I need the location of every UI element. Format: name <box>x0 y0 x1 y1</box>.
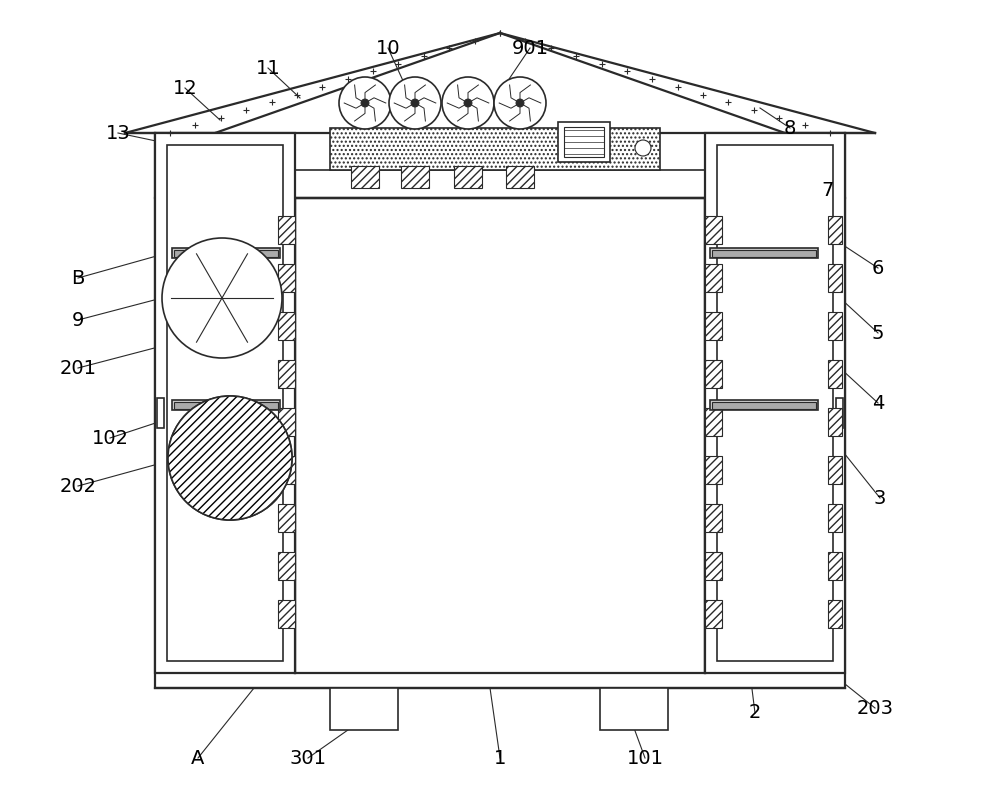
Bar <box>712 250 816 257</box>
Bar <box>828 216 842 244</box>
Bar <box>295 198 705 673</box>
Bar <box>705 600 722 628</box>
Bar <box>600 688 668 730</box>
Text: 7: 7 <box>822 180 834 199</box>
Circle shape <box>361 99 369 107</box>
Bar <box>828 600 842 628</box>
Text: 4: 4 <box>872 393 884 412</box>
Text: 13: 13 <box>106 124 130 143</box>
Bar <box>717 145 833 661</box>
Bar <box>172 248 280 258</box>
Bar <box>828 408 842 436</box>
Circle shape <box>516 99 524 107</box>
Text: B: B <box>71 269 85 288</box>
Bar <box>710 400 818 410</box>
Bar <box>705 360 722 388</box>
Bar <box>828 312 842 340</box>
Circle shape <box>168 396 292 520</box>
Text: 12: 12 <box>173 79 197 98</box>
Circle shape <box>494 77 546 129</box>
Bar <box>167 145 283 661</box>
Bar <box>330 128 660 170</box>
Bar <box>157 398 164 428</box>
Bar <box>278 360 295 388</box>
Bar <box>278 312 295 340</box>
Text: 6: 6 <box>872 258 884 277</box>
Bar <box>705 133 845 673</box>
Bar <box>168 396 292 520</box>
Bar <box>506 166 534 188</box>
Bar <box>828 264 842 292</box>
Text: 301: 301 <box>290 749 326 768</box>
Bar <box>278 456 295 484</box>
Text: 2: 2 <box>749 704 761 723</box>
Bar <box>558 122 610 162</box>
Bar <box>278 408 295 436</box>
Bar <box>705 216 722 244</box>
Bar <box>705 552 722 580</box>
Bar <box>278 552 295 580</box>
Text: 1: 1 <box>494 749 506 768</box>
Bar <box>828 552 842 580</box>
Bar <box>828 504 842 532</box>
Text: 201: 201 <box>60 359 96 377</box>
Text: 101: 101 <box>626 749 664 768</box>
Bar <box>710 248 818 258</box>
Bar <box>828 360 842 388</box>
Text: 3: 3 <box>874 489 886 507</box>
Bar <box>351 166 379 188</box>
Text: 8: 8 <box>784 118 796 137</box>
Bar <box>564 127 604 157</box>
Text: A: A <box>191 749 205 768</box>
Bar <box>278 504 295 532</box>
Text: 901: 901 <box>512 39 548 58</box>
Bar <box>155 133 845 688</box>
Bar <box>705 312 722 340</box>
Text: 102: 102 <box>92 429 128 448</box>
Bar <box>712 402 816 409</box>
Bar <box>705 408 722 436</box>
Bar <box>705 456 722 484</box>
Bar <box>278 264 295 292</box>
Circle shape <box>411 99 419 107</box>
Bar <box>174 250 278 257</box>
Text: 10: 10 <box>376 39 400 58</box>
Circle shape <box>339 77 391 129</box>
Bar <box>828 456 842 484</box>
Bar <box>705 504 722 532</box>
Circle shape <box>442 77 494 129</box>
Bar <box>454 166 482 188</box>
Bar <box>174 402 278 409</box>
Text: 9: 9 <box>72 310 84 329</box>
Bar <box>401 166 429 188</box>
Bar <box>278 600 295 628</box>
Circle shape <box>635 140 651 156</box>
Bar <box>836 398 843 428</box>
Bar <box>278 216 295 244</box>
Bar <box>705 264 722 292</box>
Circle shape <box>162 238 282 358</box>
Text: 11: 11 <box>256 58 280 77</box>
Text: 203: 203 <box>856 698 894 718</box>
Bar <box>330 688 398 730</box>
Text: 5: 5 <box>872 324 884 343</box>
Bar <box>172 400 280 410</box>
Bar <box>155 133 295 673</box>
Circle shape <box>389 77 441 129</box>
Circle shape <box>464 99 472 107</box>
Text: 202: 202 <box>60 477 96 496</box>
